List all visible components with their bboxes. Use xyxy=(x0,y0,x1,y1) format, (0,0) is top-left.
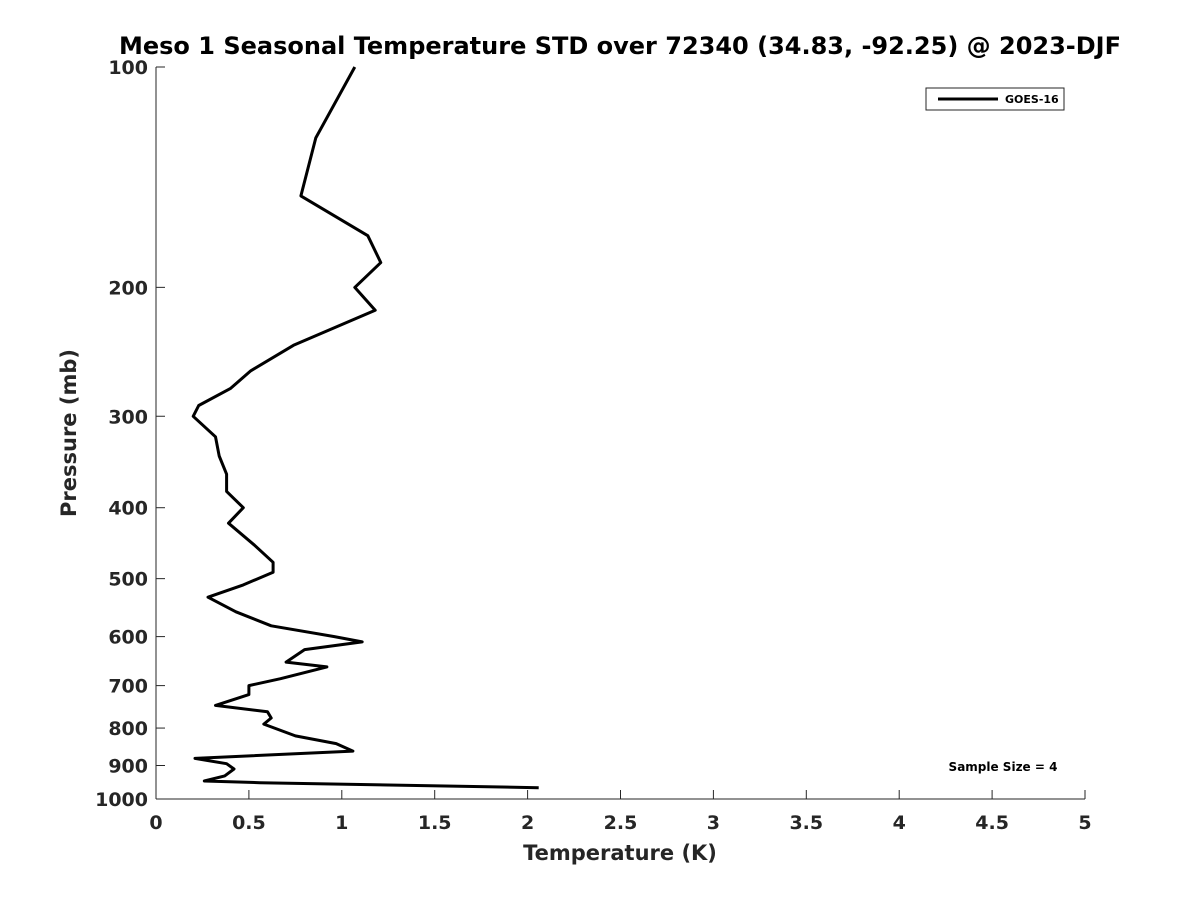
y-axis-label: Pressure (mb) xyxy=(57,349,81,517)
sample-size-annotation: Sample Size = 4 xyxy=(949,760,1058,774)
chart-title: Meso 1 Seasonal Temperature STD over 723… xyxy=(119,32,1121,60)
x-tick-label: 5 xyxy=(1078,812,1091,834)
x-tick-label: 0 xyxy=(149,812,162,834)
x-tick-label: 2 xyxy=(521,812,534,834)
x-tick-label: 4 xyxy=(893,812,906,834)
series-line-goes-16 xyxy=(191,66,539,790)
x-tick-label: 1.5 xyxy=(418,812,452,834)
y-tick-label: 400 xyxy=(108,498,148,520)
x-tick-label: 2.5 xyxy=(604,812,638,834)
x-tick-label: 3.5 xyxy=(789,812,823,834)
y-tick-label: 700 xyxy=(108,676,148,698)
y-tick-label: 200 xyxy=(108,277,148,299)
x-tick-label: 4.5 xyxy=(975,812,1009,834)
x-tick-label: 0.5 xyxy=(232,812,266,834)
y-tick-label: 600 xyxy=(108,627,148,649)
series-layer xyxy=(191,66,539,790)
x-tick-label: 1 xyxy=(335,812,348,834)
plot-area xyxy=(155,67,1085,800)
y-tick-label: 1000 xyxy=(95,789,148,811)
y-tick-label: 900 xyxy=(108,756,148,778)
legend: GOES-16 xyxy=(925,87,1065,111)
legend-label-goes-16: GOES-16 xyxy=(1005,93,1059,106)
y-tick-label: 800 xyxy=(108,718,148,740)
x-tick-label: 3 xyxy=(707,812,720,834)
y-tick-label: 500 xyxy=(108,569,148,591)
y-tick-label: 300 xyxy=(108,406,148,428)
y-tick-label: 100 xyxy=(108,57,148,79)
x-ticks: 0 0.5 1 1.5 2 2.5 3 3.5 4 4.5 5 xyxy=(149,790,1092,834)
x-axis-label: Temperature (K) xyxy=(523,841,717,865)
y-ticks: 100 200 300 400 500 600 700 800 900 1000 xyxy=(95,57,165,811)
